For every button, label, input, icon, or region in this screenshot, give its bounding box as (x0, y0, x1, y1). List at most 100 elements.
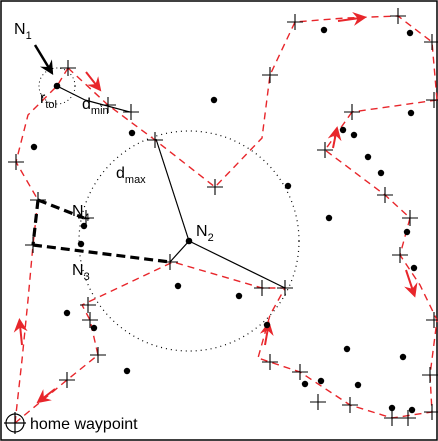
target-point (343, 345, 351, 353)
target-point (364, 153, 372, 161)
home-waypoint-marker (4, 412, 26, 434)
target-point (320, 26, 328, 34)
waypoint-marker (310, 394, 326, 410)
red-arrow-right (404, 269, 418, 298)
rtol-line (56, 85, 86, 101)
waypoint-marker (262, 354, 278, 370)
target-point (63, 309, 71, 317)
waypoint-marker (317, 142, 333, 158)
target-point (406, 29, 414, 37)
target-point (403, 228, 411, 236)
waypoint-marker (292, 364, 308, 380)
target-point (77, 240, 85, 248)
target-point (377, 169, 385, 177)
target-point (30, 143, 38, 151)
waypoint-markers (8, 8, 438, 426)
target-point (399, 353, 407, 361)
target-point (128, 129, 136, 137)
waypoint-marker (254, 280, 270, 296)
target-point (301, 380, 309, 388)
target-point (53, 82, 61, 90)
target-points (30, 26, 418, 414)
waypoint-marker (25, 237, 41, 253)
waypoint-marker (80, 297, 96, 313)
target-point (407, 109, 415, 117)
label-dmax: dmax (116, 165, 146, 186)
n2-line-left (169, 240, 190, 263)
target-point (354, 381, 362, 389)
waypoint-marker (377, 187, 393, 203)
label-dmin: dmin (82, 96, 109, 117)
candidate-line-n4 (37, 198, 85, 220)
label-n3: N3 (72, 262, 90, 283)
target-point (284, 182, 292, 190)
waypoint-marker (162, 254, 178, 270)
waypoint-marker (400, 410, 416, 426)
target-point (174, 282, 182, 290)
target-point (90, 324, 98, 332)
n1-pointer-arrow (33, 44, 54, 75)
red-arrow-left (13, 318, 28, 346)
target-point (317, 377, 325, 385)
target-point (325, 214, 333, 222)
waypoint-marker (384, 410, 400, 426)
waypoint-marker (82, 312, 98, 328)
waypoint-marker (422, 367, 438, 383)
waypoint-marker (100, 97, 116, 113)
waypoint-marker (30, 192, 46, 208)
label-home-waypoint: home waypoint (30, 416, 138, 433)
candidate-line-n3 (32, 243, 171, 264)
n2-line-right (188, 240, 286, 289)
red-arrow-bottom-center (259, 321, 274, 346)
target-point (235, 292, 243, 300)
target-point (185, 237, 193, 245)
waypoint-marker (402, 210, 418, 226)
target-point (339, 126, 347, 134)
label-n4: N4 (72, 203, 90, 224)
target-point (350, 131, 358, 139)
target-point (263, 321, 271, 329)
target-point (123, 367, 131, 375)
waypoint-marker (59, 372, 75, 388)
target-point (388, 404, 396, 412)
target-point (210, 96, 218, 104)
waypoint-marker (287, 14, 303, 30)
label-n1: N1 (14, 21, 32, 42)
waypoint-marker (424, 404, 438, 420)
waypoint-marker (390, 8, 406, 24)
path-left-loop (14, 261, 287, 424)
waypoint-marker (207, 179, 223, 195)
dmax-line (155, 138, 190, 242)
candidate-line-vert (31, 199, 40, 246)
waypoint-marker (262, 67, 278, 83)
waypoint-marker (60, 60, 76, 76)
target-point (410, 264, 418, 272)
waypoint-marker (147, 132, 163, 148)
target-point (408, 406, 416, 414)
waypoint-marker (342, 397, 358, 413)
target-point (80, 222, 88, 230)
red-arrow-inner (327, 126, 342, 149)
waypoint-marker (8, 154, 24, 170)
red-arrow-bottom-left (36, 388, 56, 404)
waypoint-marker (123, 104, 139, 120)
rtol-circle (38, 67, 76, 105)
path-right-upper (351, 99, 438, 113)
waypoint-marker (426, 92, 438, 108)
red-arrow-top (337, 12, 367, 26)
red-arrow-n1 (85, 71, 102, 92)
waypoint-marker (392, 247, 408, 263)
waypoint-marker (90, 347, 106, 363)
label-n2: N2 (196, 223, 214, 244)
waypoint-marker (344, 104, 360, 120)
path-top-left (67, 15, 438, 188)
label-rtol: rtol (40, 90, 57, 111)
waypoint-marker (277, 280, 293, 296)
dmax-circle (78, 130, 300, 352)
waypoint-marker (78, 210, 94, 226)
waypoint-marker (426, 312, 438, 328)
path-right-inner (257, 111, 438, 419)
